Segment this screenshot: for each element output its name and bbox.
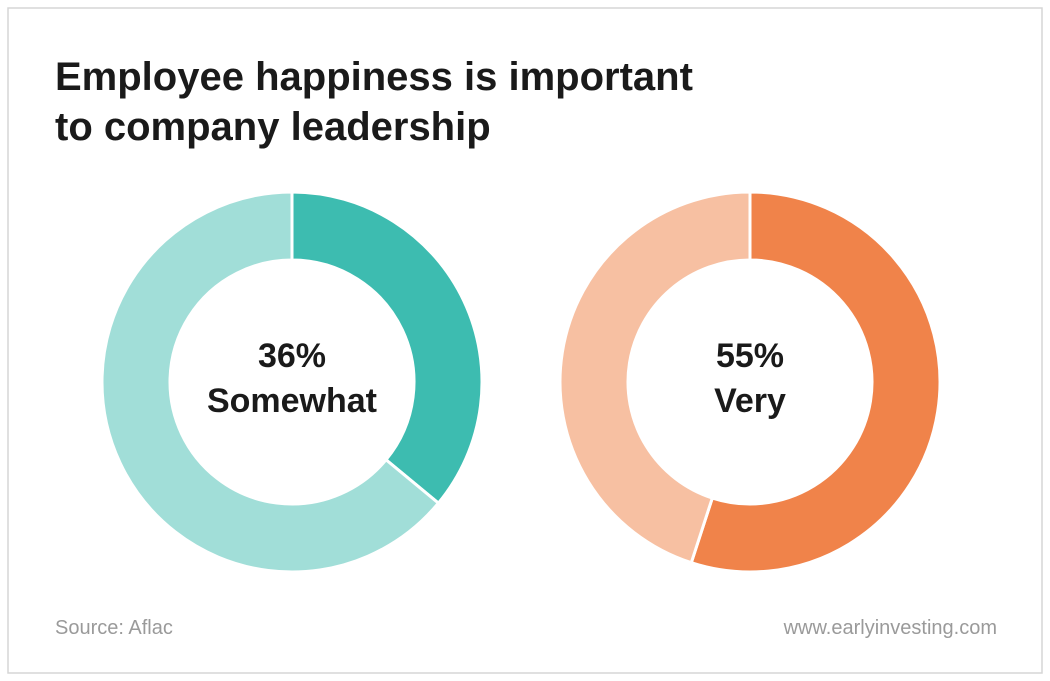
category-label: Very: [714, 382, 786, 420]
chart-title: Employee happiness is important: [55, 55, 693, 99]
website: www.earlyinvesting.com: [783, 617, 997, 639]
source: Source: Aflac: [55, 617, 173, 639]
category-label: Somewhat: [207, 382, 377, 420]
donut-segment: [689, 190, 942, 574]
chart-title: to company leadership: [55, 105, 491, 149]
value-label: 36%: [258, 337, 326, 375]
donut-segment: [290, 190, 484, 506]
donut-segment: [558, 190, 752, 565]
value-label: 55%: [716, 337, 784, 375]
donut-segment: [100, 190, 441, 574]
